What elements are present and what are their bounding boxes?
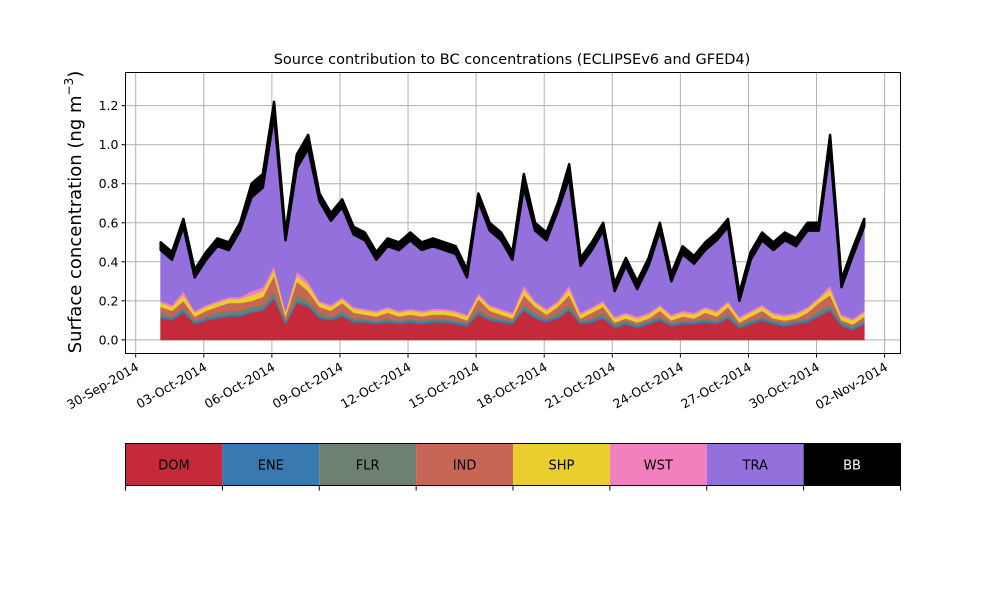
legend-label-ind: IND: [453, 459, 477, 474]
plot-frame: [125, 72, 901, 354]
x-tick-label: 24-Oct-2014: [610, 359, 686, 411]
x-tick-label: 27-Oct-2014: [678, 359, 754, 411]
legend-swatch-dom: [125, 443, 223, 486]
x-tick-label: 30-Oct-2014: [746, 359, 822, 411]
x-tick-label: 21-Oct-2014: [542, 359, 618, 411]
legend-colorbar: DOM ENE FLR IND SHP WST TRA BB: [125, 443, 901, 491]
y-tick-label: 1.0: [99, 137, 119, 152]
legend-swatch-shp: [513, 443, 610, 486]
legend-label-tra: TRA: [742, 459, 768, 474]
y-axis-label: Surface concentration (ng m−3): [62, 71, 86, 354]
legend-label-wst: WST: [644, 459, 673, 474]
y-axis-label-main: Surface concentration (ng m: [65, 95, 86, 353]
stacked-areas: [159, 100, 866, 341]
legend-swatch-tra: [706, 443, 804, 486]
y-tick-label: 0.2: [99, 293, 119, 308]
y-axis-ticks: 0.0 0.2 0.4 0.6 0.8 1.0 1.2: [99, 98, 126, 347]
y-tick-label: 0.6: [99, 215, 119, 230]
chart-title: Source contribution to BC concentrations…: [274, 52, 751, 68]
y-axis-label-close: ): [65, 71, 86, 78]
y-tick-label: 0.8: [99, 176, 119, 191]
x-tick-label: 15-Oct-2014: [406, 359, 482, 411]
x-tick-label: 02-Nov-2014: [813, 359, 891, 412]
legend-swatch-ind: [416, 443, 513, 486]
legend-swatch-wst: [609, 443, 707, 486]
legend-frame: [125, 443, 901, 486]
y-tick-label: 0.4: [99, 254, 119, 269]
legend-label-flr: FLR: [356, 459, 380, 474]
y-tick-label: 0.0: [99, 332, 119, 347]
legend-swatch-ene: [222, 443, 320, 486]
legend-label-ene: ENE: [258, 459, 284, 474]
x-tick-label: 30-Sep-2014: [64, 359, 141, 412]
legend-label-shp: SHP: [549, 459, 575, 474]
legend-swatch-flr: [319, 443, 417, 486]
legend-label-dom: DOM: [158, 459, 189, 474]
legend-swatch-bb: [803, 443, 901, 486]
y-axis-label-superscript: −3: [62, 78, 76, 96]
x-tick-label: 18-Oct-2014: [474, 359, 550, 411]
x-tick-label: 12-Oct-2014: [338, 359, 414, 411]
x-axis-ticks: 30-Sep-201403-Oct-201406-Oct-201409-Oct-…: [64, 353, 891, 413]
x-tick-label: 06-Oct-2014: [202, 359, 278, 411]
area-bb: [159, 100, 866, 303]
legend-label-bb: BB: [843, 459, 861, 474]
x-tick-label: 09-Oct-2014: [270, 359, 346, 411]
x-tick-label: 03-Oct-2014: [134, 359, 210, 411]
y-tick-label: 1.2: [99, 98, 119, 113]
